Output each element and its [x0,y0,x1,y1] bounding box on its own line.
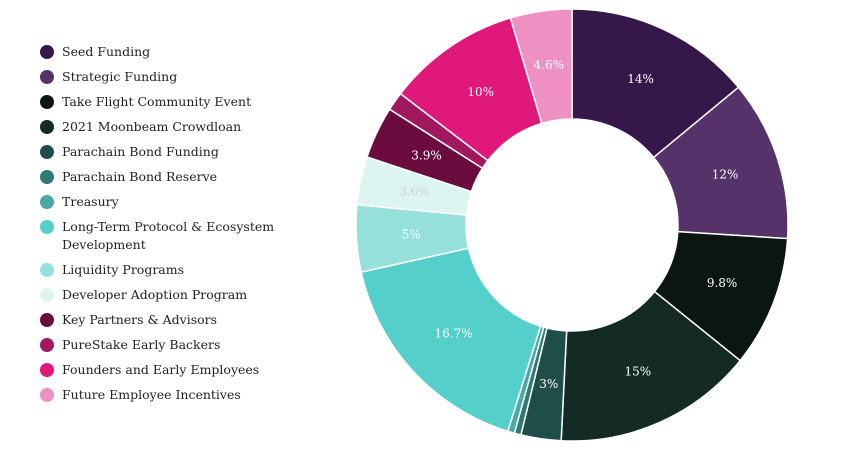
legend-label: Take Flight Community Event [62,94,252,109]
legend-label: 2021 Moonbeam Crowdloan [62,119,242,134]
slice-label-future-employee-incentives: 4.6% [534,58,565,72]
legend-label: Treasury [62,194,119,209]
legend-swatch [40,95,54,109]
legend-label: PureStake Early Backers [62,337,221,352]
slice-label-parachain-bond-funding: 3% [539,377,558,391]
legend-label: Founders and Early Employees [62,362,260,377]
slice-label-strategic-funding: 12% [712,168,739,182]
legend-item-treasury[interactable]: Treasury [40,193,340,211]
legend-item-take-flight-community-event[interactable]: Take Flight Community Event [40,93,340,111]
legend-swatch [40,313,54,327]
legend-swatch [40,145,54,159]
legend-swatch [40,195,54,209]
legend-swatch [40,70,54,84]
slice-2021-moonbeam-crowdloan[interactable] [560,290,742,442]
legend-swatch [40,120,54,134]
legend-swatch [40,363,54,377]
slice-label-2021-moonbeam-crowdloan: 15% [624,364,651,378]
legend-swatch [40,388,54,402]
slice-future-employee-incentives[interactable] [509,8,573,125]
legend-swatch [40,170,54,184]
legend-item-developer-adoption-program[interactable]: Developer Adoption Program [40,286,340,304]
slice-label-seed-funding: 14% [627,72,654,86]
legend-label: Parachain Bond Funding [62,144,219,159]
chart-legend: Seed Funding Strategic Funding Take Flight… [40,43,340,411]
legend-label: Long-Term Protocol & Ecosystem Developme… [62,219,275,252]
legend-item-strategic-funding[interactable]: Strategic Funding [40,68,340,86]
legend-swatch [40,338,54,352]
legend-item-seed-funding[interactable]: Seed Funding [40,43,340,61]
legend-item-future-employee-incentives[interactable]: Future Employee Incentives [40,386,340,404]
legend-label: Seed Funding [62,44,151,59]
legend-label: Future Employee Incentives [62,387,241,402]
legend-label: Strategic Funding [62,69,178,84]
legend-item-2021-moonbeam-crowdloan[interactable]: 2021 Moonbeam Crowdloan [40,118,340,136]
slice-long-term-protocol-and-ecosystem-development[interactable] [360,247,542,433]
donut-labels: 14% 12% 9.8% 15% 3% 16.7% 5% 3.6% 3.9% 10% 4.6% [399,58,738,391]
legend-item-key-partners-and-advisors[interactable]: Key Partners & Advisors [40,311,340,329]
slice-label-long-term-protocol-and-ecosystem-development: 16.7% [435,327,473,341]
donut-slices [355,8,789,442]
legend-swatch [40,263,54,277]
slice-label-founders-and-early-employees: 10% [467,85,494,99]
legend-swatch [40,288,54,302]
legend-item-parachain-bond-funding[interactable]: Parachain Bond Funding [40,143,340,161]
slice-label-take-flight-community-event: 9.8% [707,276,738,290]
legend-label: Liquidity Programs [62,262,185,277]
legend-item-founders-and-early-employees[interactable]: Founders and Early Employees [40,361,340,379]
legend-label: Developer Adoption Program [62,287,248,302]
legend-swatch [40,220,54,234]
legend-label: Key Partners & Advisors [62,312,218,327]
legend-item-liquidity-programs[interactable]: Liquidity Programs [40,261,340,279]
slice-label-liquidity-programs: 5% [402,228,421,242]
legend-item-long-term-protocol-and-ecosystem-development[interactable]: Long-Term Protocol & Ecosystem Developme… [40,218,340,254]
legend-swatch [40,45,54,59]
legend-item-purestake-early-backers[interactable]: PureStake Early Backers [40,336,340,354]
slice-label-developer-adoption-program: 3.6% [399,184,430,198]
slice-seed-funding[interactable] [571,8,740,159]
legend-item-parachain-bond-reserve[interactable]: Parachain Bond Reserve [40,168,340,186]
slice-label-key-partners-and-advisors: 3.9% [411,148,442,162]
legend-label: Parachain Bond Reserve [62,169,218,184]
